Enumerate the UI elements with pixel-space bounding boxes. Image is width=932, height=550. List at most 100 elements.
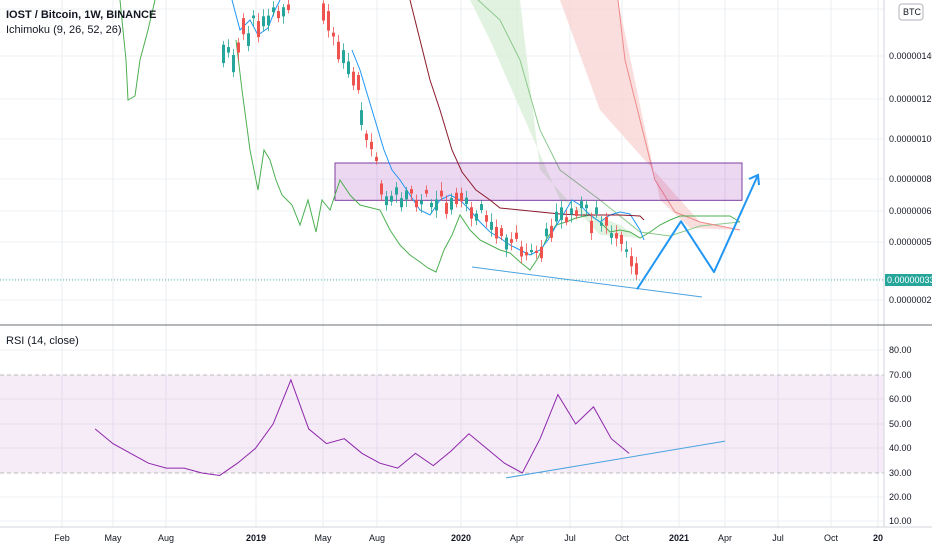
candle-body xyxy=(635,263,638,275)
candle-body xyxy=(435,199,438,211)
candle-body xyxy=(550,225,553,238)
symbol-title[interactable]: IOST / Bitcoin, 1W, BINANCE xyxy=(6,9,157,21)
price-support-trendline[interactable] xyxy=(471,266,703,298)
candle-body xyxy=(580,201,583,209)
rsi-tick-label: 70.00 xyxy=(889,370,912,380)
candle-body xyxy=(460,192,463,202)
candle-body xyxy=(555,211,558,222)
rsi-tick-label: 60.00 xyxy=(889,394,912,404)
candle-body xyxy=(565,217,568,223)
candle-body xyxy=(590,220,593,234)
candle-body xyxy=(400,198,403,208)
candle-body xyxy=(575,210,578,217)
candle-body xyxy=(445,202,448,214)
time-tick-label: 2020 xyxy=(451,533,471,543)
time-tick-label: Feb xyxy=(54,533,70,543)
candle-body xyxy=(630,256,633,267)
rsi-tick-label: 40.00 xyxy=(889,443,912,453)
candle-body xyxy=(360,110,363,125)
time-tick-label: 2021 xyxy=(669,533,689,543)
senkou-b xyxy=(617,0,741,231)
candle-body xyxy=(510,239,513,243)
projection-path[interactable] xyxy=(636,174,759,290)
candle-body xyxy=(227,47,230,53)
ichimoku-legend[interactable]: Ichimoku (9, 26, 52, 26) xyxy=(6,24,122,36)
cloud-red xyxy=(478,0,740,230)
time-tick-label: Apr xyxy=(718,533,732,543)
candle-body xyxy=(505,237,508,250)
chikou-1 xyxy=(119,0,156,101)
candle-body xyxy=(337,41,340,60)
time-tick-label: Aug xyxy=(158,533,174,543)
candle-body xyxy=(495,226,498,239)
drawing-tools[interactable] xyxy=(0,173,884,298)
candle-body xyxy=(282,7,285,17)
chikou-span xyxy=(235,39,741,273)
candle-body xyxy=(610,233,613,238)
candle-body xyxy=(257,21,260,38)
candle-body xyxy=(287,4,290,11)
price-tick-label: 0.00000050 xyxy=(889,237,932,247)
senkou-a xyxy=(477,0,741,237)
rsi-line xyxy=(94,378,630,476)
candle-body xyxy=(277,11,280,19)
candle-body xyxy=(342,50,345,64)
candle-body xyxy=(500,228,503,237)
rsi-pane xyxy=(0,374,884,479)
candle-body xyxy=(515,232,518,239)
time-tick-label: Aug xyxy=(369,533,385,543)
resistance-zone[interactable] xyxy=(334,162,743,201)
rsi-trendline[interactable] xyxy=(505,440,726,479)
price-tick-label: 0.00000120 xyxy=(889,94,932,104)
candle-body xyxy=(625,249,628,252)
candle-body xyxy=(420,200,423,205)
ichimoku-cloud xyxy=(470,0,741,238)
candle-body xyxy=(525,252,528,256)
price-tick-label: 0.00000023 xyxy=(889,295,932,305)
rsi-tick-label: 10.00 xyxy=(889,516,912,526)
candle-body xyxy=(450,198,453,210)
time-tick-label: May xyxy=(314,533,332,543)
time-tick-label: Jul xyxy=(564,533,576,543)
price-tick-label: 0.00000100 xyxy=(889,134,932,144)
candle-body xyxy=(237,42,240,53)
projection-arrowhead xyxy=(748,173,760,186)
currency-badge[interactable] xyxy=(898,3,924,21)
candle-body xyxy=(347,61,350,75)
candle-body xyxy=(370,141,373,150)
candle-body xyxy=(595,207,598,214)
time-tick-label: Oct xyxy=(824,533,839,543)
price-tick-label: 0.00000140 xyxy=(889,51,932,61)
candle-body xyxy=(357,75,360,91)
candle-body xyxy=(380,183,383,195)
candle-body xyxy=(480,204,483,211)
candle-body xyxy=(327,11,330,31)
candle-body xyxy=(352,71,355,86)
candle-body xyxy=(242,18,245,35)
candle-body xyxy=(485,215,488,222)
candle-body xyxy=(470,207,473,219)
candle-body xyxy=(262,16,265,27)
candle-body xyxy=(605,216,608,226)
candle-body xyxy=(540,246,543,259)
candle-body xyxy=(465,197,468,205)
rsi-legend[interactable]: RSI (14, close) xyxy=(6,335,79,347)
candle-body xyxy=(395,187,398,195)
candle-body xyxy=(520,246,523,257)
candle-body xyxy=(375,156,378,162)
cloud-green xyxy=(470,0,640,238)
time-tick-label: Apr xyxy=(510,533,524,543)
candle-body xyxy=(530,250,533,253)
candle-body xyxy=(490,221,493,230)
candlesticks xyxy=(222,0,638,281)
candle-body xyxy=(365,133,368,140)
ichimoku-lines xyxy=(119,0,741,273)
candle-body xyxy=(390,195,393,202)
resistance-box[interactable] xyxy=(334,162,743,201)
candle-body xyxy=(410,189,413,194)
candle-body xyxy=(322,3,325,21)
candle-body xyxy=(267,15,270,26)
candle-body xyxy=(252,15,255,19)
